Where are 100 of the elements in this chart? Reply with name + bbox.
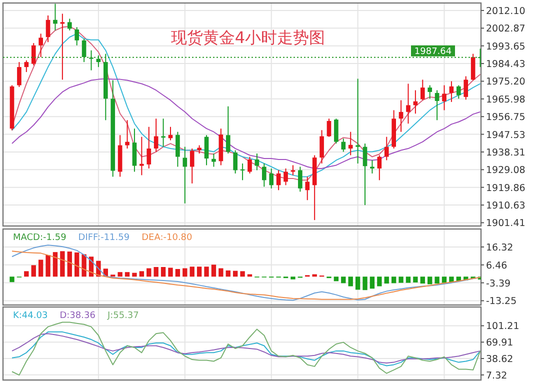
candlestick: [46, 14, 50, 43]
text: DEA:-10.80: [142, 233, 193, 243]
series-label: J:55.37: [106, 311, 139, 321]
bar: [118, 272, 122, 277]
bar: [204, 266, 209, 277]
candlestick: [17, 62, 22, 88]
y-tick-label: 7.32: [486, 370, 508, 381]
candlestick: [140, 136, 144, 176]
candlestick: [248, 156, 252, 174]
bar: [124, 272, 130, 277]
y-tick-label: 1947.53: [486, 130, 526, 141]
y-tick-label: 6.46: [486, 260, 508, 272]
candlestick: [74, 26, 80, 46]
bar: [175, 269, 180, 277]
bar: [420, 276, 425, 284]
bar: [67, 252, 72, 277]
bar: [312, 274, 317, 277]
bar: [391, 276, 396, 284]
bar: [406, 276, 411, 283]
bar: [384, 276, 389, 284]
candlestick: [434, 90, 440, 121]
bar: [341, 276, 346, 284]
candlestick: [262, 162, 266, 188]
candlestick: [284, 168, 288, 186]
ref-line-label: 1987.64: [414, 47, 452, 58]
series-label: D:38.36: [60, 311, 96, 321]
bar: [154, 267, 158, 277]
candlestick: [406, 83, 410, 124]
candlestick: [82, 38, 86, 63]
candlestick: [377, 154, 382, 181]
y-tick-label: 1965.98: [486, 94, 526, 106]
candlestick: [146, 126, 152, 169]
candlestick: [276, 170, 281, 191]
y-tick-label: 1901.41: [486, 218, 526, 230]
y-tick-label: -13.25: [486, 296, 517, 308]
line-series: [12, 322, 481, 376]
y-tick-label: 1929.08: [486, 165, 526, 176]
candlestick: [182, 146, 188, 204]
series-label: DIFF:-11.59: [78, 233, 130, 243]
candlestick: [398, 100, 404, 132]
bar: [46, 255, 50, 277]
candlestick: [348, 131, 353, 156]
bar: [168, 268, 173, 277]
y-tick-label: 1938.31: [486, 147, 526, 158]
candlestick: [154, 118, 158, 152]
text: 现货黄金4小时走势图: [170, 28, 326, 47]
bar: [190, 266, 194, 277]
candlestick: [204, 134, 209, 166]
candlestick: [456, 84, 461, 100]
y-tick-label: 16.32: [486, 242, 514, 254]
bar: [232, 270, 238, 277]
candlestick: [269, 168, 274, 189]
y-tick-label: 2002.87: [486, 24, 526, 35]
candlestick: [298, 166, 302, 192]
bar: [434, 276, 440, 284]
bar: [240, 271, 245, 277]
bar: [160, 267, 166, 277]
bar: [60, 251, 65, 277]
bar: [196, 266, 202, 277]
candlestick: [38, 33, 43, 58]
candlestick: [442, 84, 446, 111]
y-tick-label: 101.21: [486, 321, 520, 332]
candlestick: [24, 60, 29, 73]
bar: [348, 276, 353, 286]
candlestick: [53, 3, 58, 31]
candlestick: [428, 84, 432, 100]
candlestick: [132, 128, 137, 172]
candlestick: [31, 42, 36, 66]
bar: [10, 276, 14, 282]
y-tick-label: 1975.20: [486, 76, 526, 88]
y-tick-label: -3.39: [486, 278, 511, 290]
bar: [226, 270, 230, 277]
bar: [182, 268, 188, 277]
bar: [52, 252, 58, 277]
candlestick: [326, 118, 332, 138]
candlestick: [190, 148, 194, 184]
bar: [355, 276, 360, 290]
candlestick: [176, 131, 180, 168]
bar: [38, 260, 44, 277]
bar: [31, 265, 36, 277]
candlestick: [254, 153, 260, 171]
candlestick: [226, 106, 230, 154]
line-series: [12, 78, 481, 169]
candlestick: [305, 176, 310, 201]
bar: [82, 254, 86, 277]
candlestick: [341, 138, 346, 152]
candlestick: [233, 150, 238, 174]
candlestick: [89, 50, 94, 71]
bar: [139, 271, 144, 277]
candlestick: [384, 136, 389, 161]
bar: [334, 276, 339, 282]
y-tick-label: 1910.63: [486, 200, 526, 212]
candlestick: [334, 118, 338, 144]
bar: [218, 268, 224, 277]
candlestick: [464, 76, 468, 100]
y-tick-label: 2012.10: [486, 6, 526, 17]
candlestick: [212, 153, 216, 168]
y-tick-label: 1956.75: [486, 112, 526, 124]
series-label: MACD:-1.59: [13, 233, 67, 243]
candlestick: [240, 162, 245, 181]
